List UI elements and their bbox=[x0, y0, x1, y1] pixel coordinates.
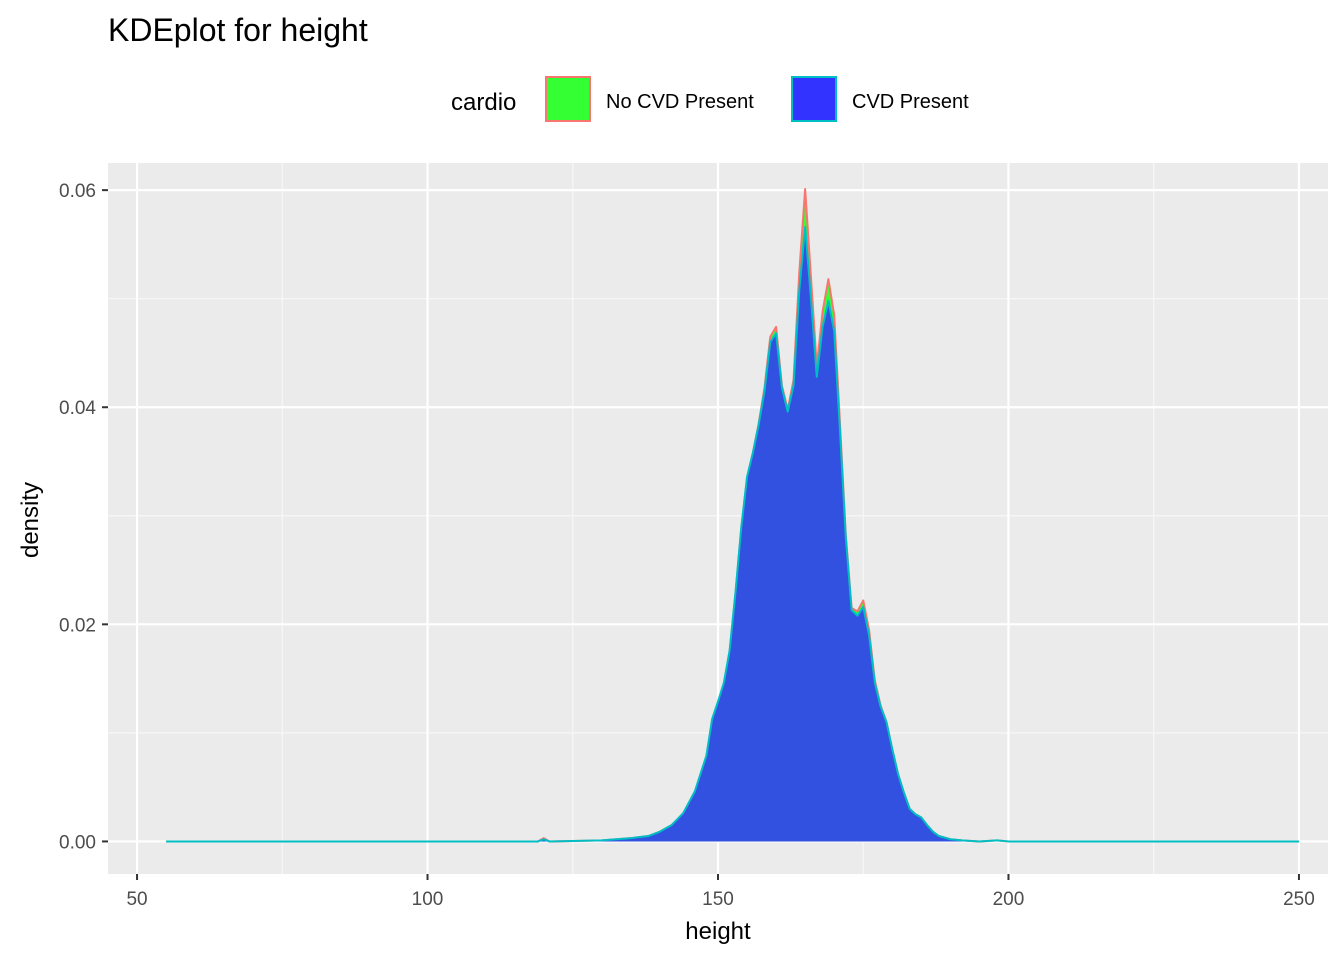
x-tick-label: 100 bbox=[412, 889, 444, 910]
series-layer bbox=[166, 188, 1299, 843]
legend-label-no-cvd: No CVD Present bbox=[606, 91, 754, 113]
legend-key-no-cvd bbox=[545, 76, 591, 122]
x-axis: 50 100 150 200 250 bbox=[126, 874, 1315, 910]
density-line-cvd bbox=[166, 226, 1299, 843]
legend-label-cvd: CVD Present bbox=[852, 91, 969, 113]
y-axis: 0.00 0.02 0.04 0.06 bbox=[59, 181, 108, 853]
legend-title: cardio bbox=[451, 89, 516, 116]
legend: cardio No CVD Present CVD Present bbox=[451, 76, 969, 122]
x-tick-label: 250 bbox=[1283, 889, 1315, 910]
y-tick-label: 0.04 bbox=[59, 398, 96, 419]
x-tick-label: 200 bbox=[993, 889, 1025, 910]
legend-key-cvd bbox=[791, 76, 837, 122]
chart-title: KDEplot for height bbox=[108, 12, 368, 48]
x-tick-label: 50 bbox=[126, 889, 147, 910]
y-tick-label: 0.06 bbox=[59, 181, 96, 202]
y-tick-label: 0.02 bbox=[59, 615, 96, 636]
density-area-cvd bbox=[166, 227, 1299, 842]
x-axis-title: height bbox=[685, 918, 751, 945]
y-tick-label: 0.00 bbox=[59, 832, 96, 853]
x-tick-label: 150 bbox=[702, 889, 734, 910]
y-axis-title: density bbox=[17, 482, 44, 558]
